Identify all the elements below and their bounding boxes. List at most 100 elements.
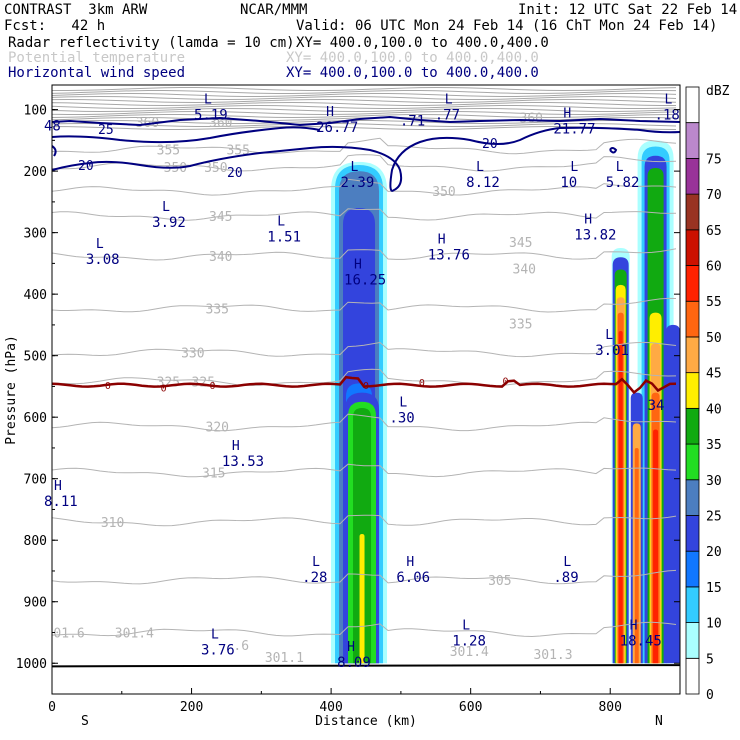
extrema-marker: L [570,160,578,175]
theta-label: 320 [206,420,229,435]
reflectivity-core-b-6 [618,331,623,664]
theta-upper-line [52,96,677,100]
theta-label: 305 [488,574,511,589]
y-axis-title: Pressure (hPa) [4,335,19,445]
extrema-marker: L [351,160,359,175]
freezing-level-label: 0 [503,376,509,387]
theta-line [52,413,677,432]
colorbar-level-label: 15 [706,581,722,596]
theta-label: 330 [181,347,204,362]
extrema-marker: L [605,328,613,343]
extrema-value: .18 [655,107,680,123]
y-tick-label: 700 [24,473,47,488]
extrema-value: 13.53 [222,454,264,470]
colorbar-unit: dBZ [706,84,730,99]
extrema-marker: L [204,92,212,107]
theta-label: 360 [520,112,543,127]
reflectivity-field [331,140,680,664]
x-tick-label: 600 [459,700,482,715]
x-end-label-north: N [655,714,663,729]
x-axis-title: Distance (km) [315,714,417,729]
theta-label: 345 [509,236,532,251]
colorbar-cell [685,229,700,266]
wind-contour-label: 25 [98,123,114,138]
colorbar-cell [685,550,700,588]
freezing-level-line [52,375,677,395]
theta-upper-line [52,87,677,91]
extrema-marker: H [354,257,362,272]
extrema-marker: L [665,92,673,107]
extrema-value: .77 [435,107,460,123]
extrema-value: 5.82 [606,175,640,191]
extrema-marker: H [54,479,62,494]
extrema-value: 3.92 [152,215,186,231]
colorbar-cell [685,193,700,231]
extrema-marker: L [162,200,170,215]
colorbar-cell [685,158,700,195]
colorbar-cell-top [685,86,700,124]
wind-contour-line [609,147,618,154]
colorbar-cell [685,372,700,409]
extrema-value: 21.77 [553,122,595,138]
valid-time: Valid: 06 UTC Mon 24 Feb 14 (16 ChT Mon … [296,18,718,34]
colorbar-cell [685,586,700,623]
y-tick-label: 800 [24,534,47,549]
theta-label: 310 [101,516,124,531]
theta-line [52,463,677,478]
theta-label: 350 [432,185,455,200]
reflectivity-core-a-8 [359,534,365,664]
colorbar-cell [685,300,700,338]
extrema-value: 8.09 [337,655,371,671]
extrema-marker: L [312,555,320,570]
colorbar-level-label: 55 [706,295,722,310]
freezing-level-label: 0 [419,378,425,389]
theta-label: 345 [209,210,232,225]
extrema-value: 5.19 [194,107,228,123]
init-time: Init: 12 UTC Sat 22 Feb 14 [518,2,738,18]
theta-label: 335 [206,302,229,317]
theta-line [52,514,677,527]
colorbar-level-label: 60 [706,260,722,275]
colorbar-level-label: 5 [706,652,714,667]
extrema-marker: H [630,618,638,633]
wind-contour-line [52,126,321,144]
theta-upper-line [52,90,677,94]
theta-line [52,248,677,261]
field-xy-reflectivity: XY= 400.0,100.0 to 400.0,400.0 [296,35,549,51]
extrema-value: 6.06 [396,570,430,586]
theta-upper-line [52,102,677,107]
reflectivity-core-d-2 [634,447,639,664]
extrema-value: 8.12 [466,175,500,191]
colorbar-level-label: 30 [706,474,722,489]
theta-label: 355 [157,144,180,159]
theta-line [52,297,677,313]
extrema-value: 3.76 [201,643,235,659]
wind-contour-label: 20 [78,159,94,174]
extrema-value: .28 [302,570,327,586]
colorbar-level-label: 45 [706,367,722,382]
extrema-value: 26.77 [316,120,358,136]
y-tick-label: 500 [24,350,47,365]
field-xy-theta: XY= 400.0,100.0 to 400.0,400.0 [286,50,539,66]
theta-label: 335 [509,318,532,333]
theta-line [52,154,677,172]
extrema-marker: L [476,160,484,175]
freezing-level-label: 0 [161,384,167,395]
colorbar-cell [685,122,700,159]
y-tick-label: 200 [24,165,47,180]
theta-upper-line [52,108,677,113]
x-tick-label: 0 [48,700,56,715]
wind-contour-line [52,145,57,157]
theta-label: 340 [209,250,232,265]
colorbar-cell [685,443,700,481]
colorbar-level-label: 70 [706,188,722,203]
x-tick-label: 400 [319,700,342,715]
y-tick-label: 300 [24,227,47,242]
theta-label: 340 [513,262,536,277]
theta-label: 301.1 [265,651,304,666]
extrema-value: 1.28 [452,633,486,649]
theta-label: 301.4 [115,626,154,641]
